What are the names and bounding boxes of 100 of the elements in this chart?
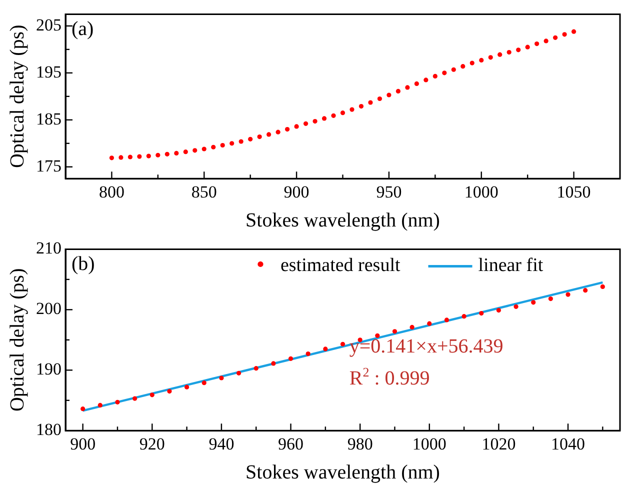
y-axis-title: Optical delay (ps) [6, 24, 28, 168]
point [306, 352, 310, 356]
point [236, 370, 242, 376]
point [340, 342, 346, 346]
point [368, 100, 373, 105]
point [553, 35, 558, 40]
x-tick-label: 850 [191, 182, 217, 202]
point [396, 88, 400, 94]
point [405, 85, 410, 90]
point [462, 314, 466, 319]
point [566, 292, 570, 297]
point [230, 141, 234, 146]
point [427, 321, 432, 326]
y-axis-title: Optical delay (ps) [6, 268, 28, 412]
point [80, 406, 86, 412]
point [156, 152, 160, 158]
legend-label: estimated result [280, 255, 401, 276]
x-tick-label: 1000 [412, 434, 446, 454]
x-tick-label: 1040 [551, 434, 586, 454]
x-tick-label: 1050 [556, 182, 591, 202]
point [254, 366, 258, 371]
point [358, 104, 364, 109]
y-tick-label: 190 [36, 360, 62, 379]
y-tick-label: 195 [36, 62, 62, 82]
y-tick-label: 175 [36, 156, 62, 176]
point [238, 139, 244, 144]
point [488, 55, 493, 60]
point [271, 361, 276, 366]
point [479, 58, 484, 63]
point [548, 296, 553, 302]
point [98, 402, 102, 408]
point [132, 396, 138, 401]
point [571, 29, 576, 34]
point [534, 41, 540, 46]
annotation: y=0.141×x+56.439 [349, 336, 504, 358]
point [303, 121, 308, 126]
point [562, 32, 567, 37]
point [192, 148, 198, 153]
point [174, 150, 179, 156]
x-axis-title: Stokes wavelength (nm) [246, 461, 440, 484]
point [498, 52, 502, 57]
point [444, 318, 450, 322]
annotation: (a) [72, 18, 94, 40]
point [288, 356, 294, 361]
annotation: (b) [72, 253, 95, 276]
point [386, 92, 392, 98]
point [219, 376, 224, 380]
point [312, 118, 318, 124]
y-tick-label: 185 [36, 109, 62, 128]
point [184, 384, 190, 390]
point [220, 142, 225, 148]
point [340, 110, 346, 116]
point [600, 284, 605, 289]
point [183, 150, 188, 154]
y-tick-label: 205 [36, 15, 62, 34]
point [109, 156, 114, 160]
point [496, 308, 502, 313]
point [150, 392, 154, 398]
point [451, 67, 456, 72]
legend-label: linear fit [478, 255, 544, 276]
point [285, 126, 290, 132]
x-tick-label: 920 [139, 434, 165, 454]
point [211, 144, 216, 150]
x-axis-title: Stokes wavelength (nm) [246, 209, 440, 232]
point [531, 300, 536, 305]
point [432, 74, 438, 79]
point [137, 154, 142, 159]
x-tick-label: 800 [98, 182, 124, 202]
point [544, 38, 548, 44]
point [202, 146, 206, 152]
point [118, 155, 124, 160]
point [248, 136, 253, 142]
x-tick-label: 900 [70, 434, 96, 454]
point [128, 154, 132, 160]
point [115, 400, 120, 404]
point [331, 113, 336, 118]
point [294, 124, 299, 129]
point [322, 116, 327, 121]
point [146, 154, 151, 158]
x-tick-label: 900 [284, 182, 310, 202]
x-tick-label: 940 [208, 434, 234, 454]
point [516, 48, 521, 52]
point [470, 60, 474, 66]
point [414, 81, 419, 86]
point [323, 346, 328, 352]
point [167, 388, 172, 394]
y-tick-label: 180 [36, 420, 62, 440]
x-tick-label: 1020 [482, 434, 516, 454]
point [276, 130, 280, 134]
point [525, 44, 530, 50]
y-tick-label: 210 [36, 238, 62, 258]
point [424, 78, 428, 82]
x-tick-label: 950 [376, 182, 402, 202]
point [479, 310, 484, 316]
point [506, 50, 512, 55]
point [460, 64, 466, 69]
point [392, 329, 398, 334]
x-tick-label: 960 [278, 434, 304, 454]
point [377, 96, 382, 102]
x-tick-label: 980 [347, 434, 373, 454]
